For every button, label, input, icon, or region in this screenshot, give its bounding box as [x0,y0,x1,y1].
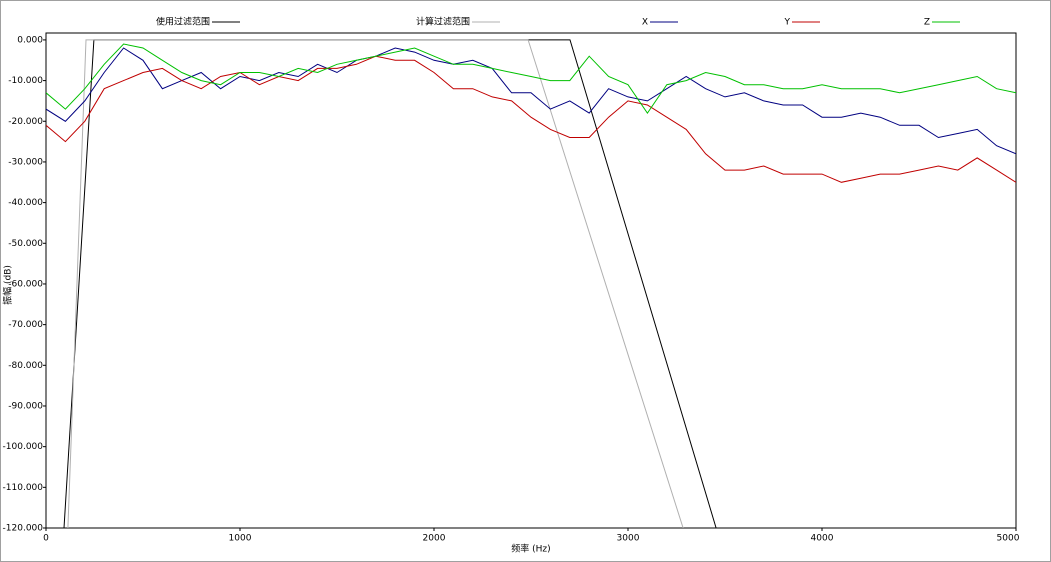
y-tick-label: -20.000 [8,117,43,127]
legend-label: Y [784,18,791,28]
y-tick-label: 0.000 [17,35,43,45]
x-axis-label: 频率 (Hz) [511,543,550,555]
y-tick-label: -10.000 [8,76,43,86]
legend-label: 计算过滤范围 [416,16,470,28]
series-line [67,39,684,528]
y-axis-label: 振幅 (dB) [2,265,14,305]
y-tick-label: -60.000 [8,279,43,289]
y-tick-label: -110.000 [3,483,44,493]
series-line [46,47,1016,155]
legend-label: 使用过滤范围 [156,16,210,28]
y-tick-label: -80.000 [8,361,43,371]
plot-area [45,32,1017,529]
y-tick-label: -30.000 [8,157,43,167]
y-tick-label: -70.000 [8,320,43,330]
y-tick-label: -50.000 [8,239,43,249]
x-tick-label: 1000 [229,534,252,544]
series-line [46,43,1016,114]
y-tick-label: -120.000 [3,524,44,534]
x-tick-label: 0 [43,534,49,544]
y-tick-label: -100.000 [3,442,44,452]
x-tick-label: 4000 [811,534,834,544]
x-tick-label: 2000 [423,534,446,544]
y-tick-label: -40.000 [8,198,43,208]
x-tick-label: 5000 [997,534,1020,544]
series-line [46,55,1016,183]
y-tick-label: -90.000 [8,401,43,411]
x-tick-label: 3000 [617,534,640,544]
legend-label: X [642,18,648,28]
legend-label: Z [924,18,930,28]
